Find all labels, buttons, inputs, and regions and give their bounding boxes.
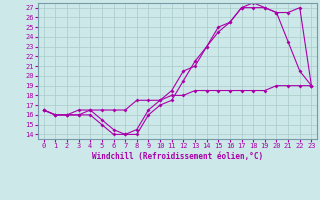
X-axis label: Windchill (Refroidissement éolien,°C): Windchill (Refroidissement éolien,°C) (92, 152, 263, 161)
